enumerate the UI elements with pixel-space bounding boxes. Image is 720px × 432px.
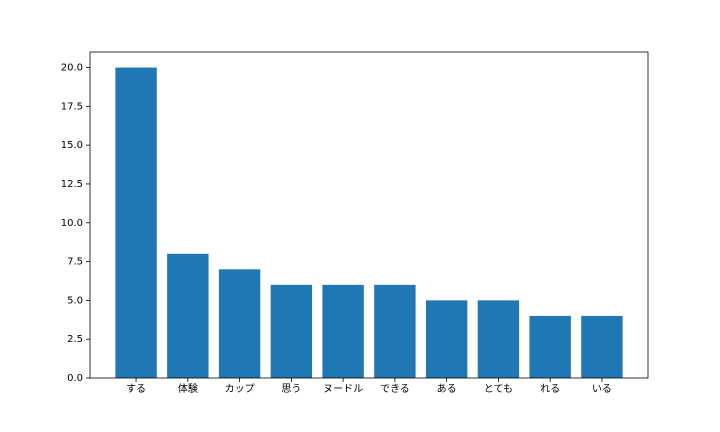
x-tick-label: れる — [540, 383, 560, 395]
y-tick-label: 12.5 — [61, 179, 83, 190]
x-tick-label: 体験 — [178, 382, 198, 395]
y-tick-label: 0.0 — [67, 373, 83, 384]
x-tick-label: 思う — [281, 383, 301, 395]
y-tick-label: 5.0 — [67, 295, 83, 306]
y-tick-label: 17.5 — [61, 101, 83, 112]
bar — [425, 300, 468, 378]
y-tick-label: 15.0 — [61, 140, 83, 151]
y-tick-label: 10.0 — [61, 218, 83, 229]
bar — [167, 253, 209, 378]
y-tick-label: 2.5 — [67, 334, 83, 345]
bar — [322, 284, 364, 378]
x-tick-label: とても — [484, 383, 513, 395]
plot-frame — [89, 51, 649, 379]
x-tick-label: カップ — [225, 383, 255, 395]
bar — [374, 284, 416, 378]
bar — [115, 67, 157, 379]
bar — [529, 315, 571, 378]
x-tick-label: する — [126, 383, 146, 395]
y-tick-label: 20.0 — [61, 63, 83, 74]
bar — [218, 269, 261, 378]
x-tick-label: できる — [380, 383, 410, 395]
x-tick-label: いる — [592, 383, 612, 395]
y-tick-label: 7.5 — [67, 257, 83, 268]
x-tick-label: ある — [437, 383, 457, 395]
bar — [581, 315, 623, 378]
bar — [270, 284, 313, 378]
x-tick-label: ヌードル — [323, 384, 363, 395]
bar — [477, 300, 520, 378]
